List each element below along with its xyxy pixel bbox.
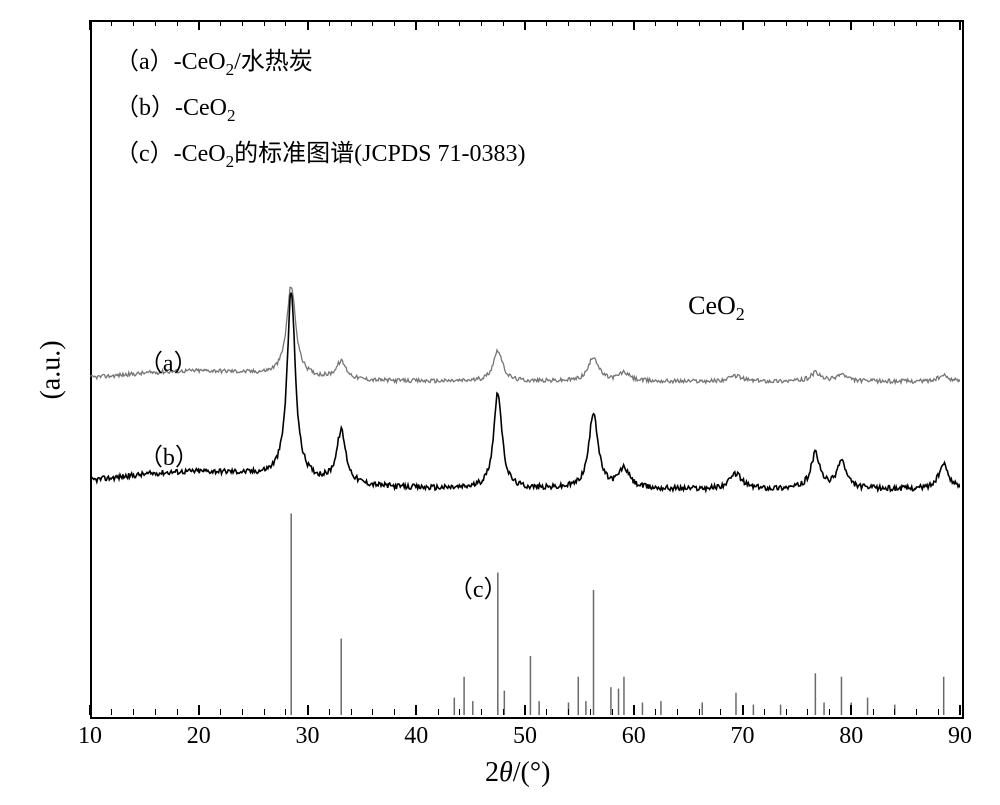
x-tick-label: 50 xyxy=(513,723,537,750)
legend-item: （a）-CeO2/水热炭 xyxy=(115,40,526,86)
series-marker: （a） xyxy=(139,343,198,378)
x-tick-label: 80 xyxy=(839,723,863,750)
x-tick-label: 30 xyxy=(296,723,320,750)
x-tick-label: 40 xyxy=(404,723,428,750)
series-marker: （c） xyxy=(449,569,508,604)
legend-item: （b）-CeO2 xyxy=(115,86,526,132)
series-marker: （b） xyxy=(139,437,199,472)
legend: （a）-CeO2/水热炭（b）-CeO2（c）-CeO2的标准图谱(JCPDS … xyxy=(115,40,526,178)
x-tick-label: 90 xyxy=(948,723,972,750)
y-axis-label: (a.u.) xyxy=(36,340,68,399)
x-tick-label: 10 xyxy=(78,723,102,750)
x-tick-label: 70 xyxy=(731,723,755,750)
phase-annotation: CeO2 xyxy=(688,291,745,325)
x-tick-label: 60 xyxy=(622,723,646,750)
x-tick-label: 20 xyxy=(187,723,211,750)
x-axis-label: 2θ/(°) xyxy=(485,757,550,789)
xrd-chart: (a.u.) 2θ/(°) （a）-CeO2/水热炭（b）-CeO2（c）-Ce… xyxy=(0,0,1000,805)
legend-item: （c）-CeO2的标准图谱(JCPDS 71-0383) xyxy=(115,132,526,178)
